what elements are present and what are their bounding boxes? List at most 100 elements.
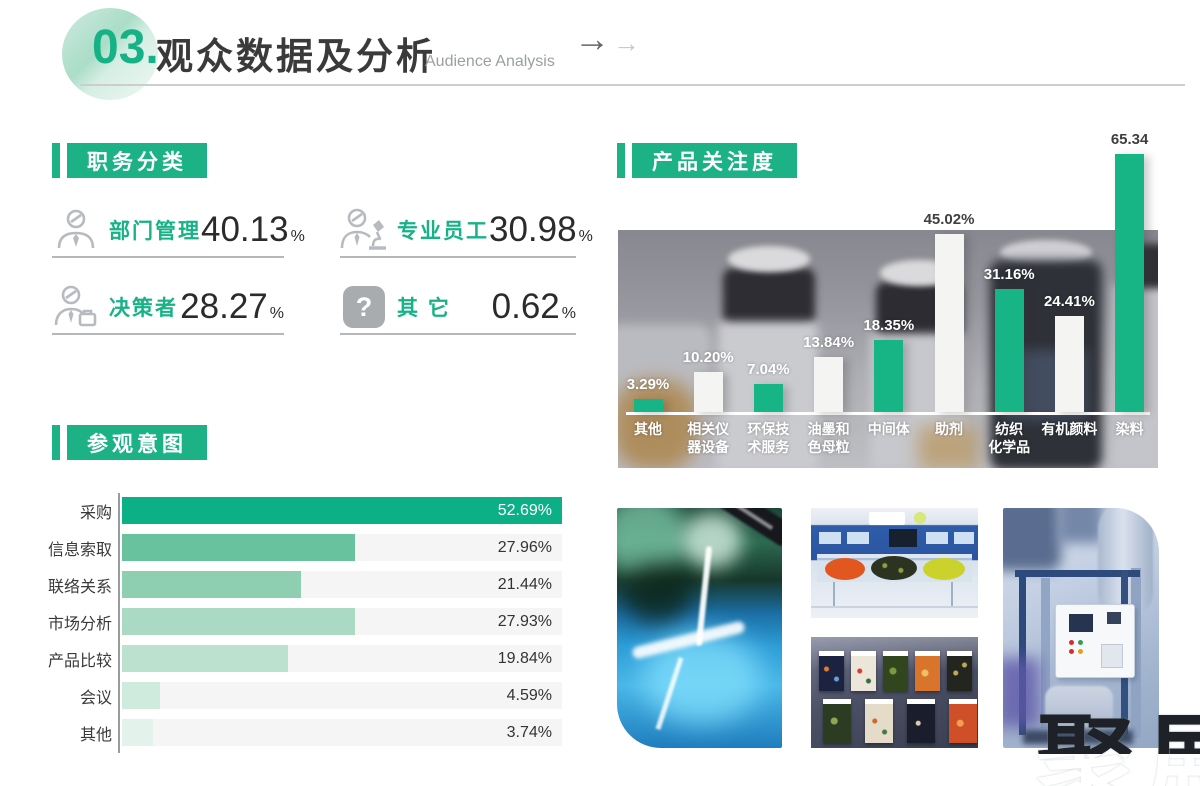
- product-bar: [874, 340, 904, 412]
- visit-row: 信息索取 27.96%: [40, 534, 562, 561]
- bottle-cap-decor: [723, 268, 815, 326]
- product-bar: [633, 399, 663, 412]
- stat-value: 40.13: [201, 210, 289, 249]
- visit-bar-value: 3.74%: [506, 723, 552, 741]
- booth-logo-decor: [914, 512, 926, 524]
- pipe-decor: [1131, 568, 1141, 738]
- visit-bar-value: 21.44%: [497, 575, 552, 593]
- table-leg-decor: [833, 582, 835, 606]
- base-shadow-decor: [1023, 730, 1133, 744]
- floor-line-decor: [811, 606, 978, 608]
- visit-row-label: 会议: [79, 689, 112, 707]
- visit-row: 采购 52.69%: [40, 497, 562, 524]
- visit-bar-track: 27.96%: [122, 534, 562, 561]
- stat-decision-maker: 决策者 28.27 %: [52, 281, 284, 335]
- stat-unit: %: [269, 305, 284, 322]
- product-bar-value: 3.29%: [626, 376, 670, 393]
- frame-bar-decor: [1019, 570, 1026, 735]
- question-glyph: ?: [343, 286, 385, 328]
- stat-unit: %: [578, 228, 593, 245]
- category-line: 油墨和: [807, 421, 850, 437]
- vent-decor: [1101, 644, 1123, 668]
- visit-bar-value: 27.96%: [497, 538, 552, 556]
- stat-label: 专业员工: [397, 220, 489, 243]
- visit-bar-value: 27.93%: [497, 612, 552, 630]
- bokeh-decor: [622, 563, 692, 623]
- page-subtitle: Audience Analysis: [425, 53, 555, 70]
- product-bar-category: 纺织 化学品: [973, 420, 1045, 456]
- fabric-swatch-wall-photo: [811, 637, 978, 748]
- product-bar-value: 18.35%: [863, 317, 915, 334]
- booth-screen-decor: [889, 529, 917, 547]
- stat-other: ? 其 它 0.62 %: [340, 281, 576, 335]
- stat-unit: %: [561, 305, 576, 322]
- question-icon: ?: [340, 283, 388, 331]
- product-attention-chart: 3.29% 其他 10.20% 相关仪 器设备 7.04% 环保技 术服务 13.84% 油墨和色…: [618, 131, 1158, 468]
- stat-professional-staff: 专业员工 30.98 %: [340, 204, 593, 258]
- swatch-card: [949, 699, 977, 743]
- exhibition-booth-photo: [811, 508, 978, 618]
- visit-bar: [122, 497, 562, 524]
- section-number: 03.: [92, 21, 159, 74]
- control-screen-decor: [1069, 614, 1093, 632]
- visit-bar-track: 3.74%: [122, 719, 562, 746]
- tab-accent-bar: [617, 143, 625, 178]
- visit-bar: [122, 719, 154, 746]
- purple-glow-decor: [1003, 658, 1040, 728]
- category-line: 助剂: [935, 421, 963, 437]
- product-bar: [753, 384, 783, 412]
- visit-chart-axis: [118, 493, 120, 753]
- arrow-right-icon-secondary: →: [613, 28, 640, 58]
- booth-panel-decor: [954, 532, 974, 544]
- control-cabinet-decor: [1055, 604, 1135, 678]
- swatch-card: [883, 651, 908, 691]
- stat-label: 部门管理: [109, 220, 201, 243]
- pipe-decor: [1041, 578, 1050, 728]
- stat-label: 其 它: [397, 297, 451, 320]
- product-bar-value: 7.04%: [747, 361, 790, 378]
- tab-accent-bar: [52, 425, 60, 460]
- section-title-visit: 参观意图: [67, 425, 207, 460]
- product-bar-category: 油墨和 色母粒: [793, 420, 865, 456]
- stat-department-management: 部门管理 40.13 %: [52, 204, 305, 258]
- stat-value-group: 28.27 %: [180, 287, 284, 327]
- header-divider: [80, 84, 1185, 86]
- product-bar-category: 环保技 术服务: [732, 420, 804, 456]
- visit-bar-track: 21.44%: [122, 571, 562, 598]
- product-bar: [1054, 316, 1084, 412]
- product-bar: [934, 234, 964, 412]
- bottle-lid-decor: [728, 246, 810, 272]
- page-title: 观众数据及分析: [156, 36, 436, 77]
- booth-panel-decor: [926, 532, 948, 544]
- stat-value-group: 40.13 %: [201, 210, 305, 250]
- orange-disk-decor: [825, 558, 865, 580]
- visit-row-label: 联络关系: [47, 578, 112, 596]
- swatch-card: [915, 651, 940, 691]
- bokeh-decor: [682, 513, 742, 568]
- swatch-card: [907, 699, 935, 743]
- visit-bar-track: 19.84%: [122, 645, 562, 672]
- product-bar-value: 24.41%: [1043, 293, 1095, 310]
- category-line: 器设备: [687, 439, 730, 455]
- visit-row-label: 产品比较: [47, 652, 112, 670]
- swatch-card: [819, 651, 844, 691]
- product-bar-category: 相关仪 器设备: [672, 420, 744, 456]
- product-bar: [1115, 154, 1145, 412]
- decision-maker-icon: [54, 285, 97, 327]
- swatch-card: [865, 699, 893, 743]
- watermark-text-dark: 聚展: [1036, 706, 1200, 786]
- swatch-card: [823, 699, 851, 743]
- section-tab-products: 产品关注度: [617, 143, 797, 178]
- indicator-light-decor: [1069, 640, 1074, 645]
- category-line: 其他: [634, 421, 662, 437]
- indicator-light-decor: [1069, 649, 1074, 654]
- visit-bar: [122, 682, 161, 709]
- juzhan-watermark: 聚展 聚展: [1036, 712, 1200, 786]
- amber-liquid-decor: [618, 380, 698, 468]
- category-line: 相关仪: [687, 421, 730, 437]
- visit-row: 会议 4.59%: [40, 682, 562, 709]
- booth-sign-decor: [869, 512, 905, 525]
- visit-bar-value: 19.84%: [497, 649, 552, 667]
- visit-bar: [122, 608, 356, 635]
